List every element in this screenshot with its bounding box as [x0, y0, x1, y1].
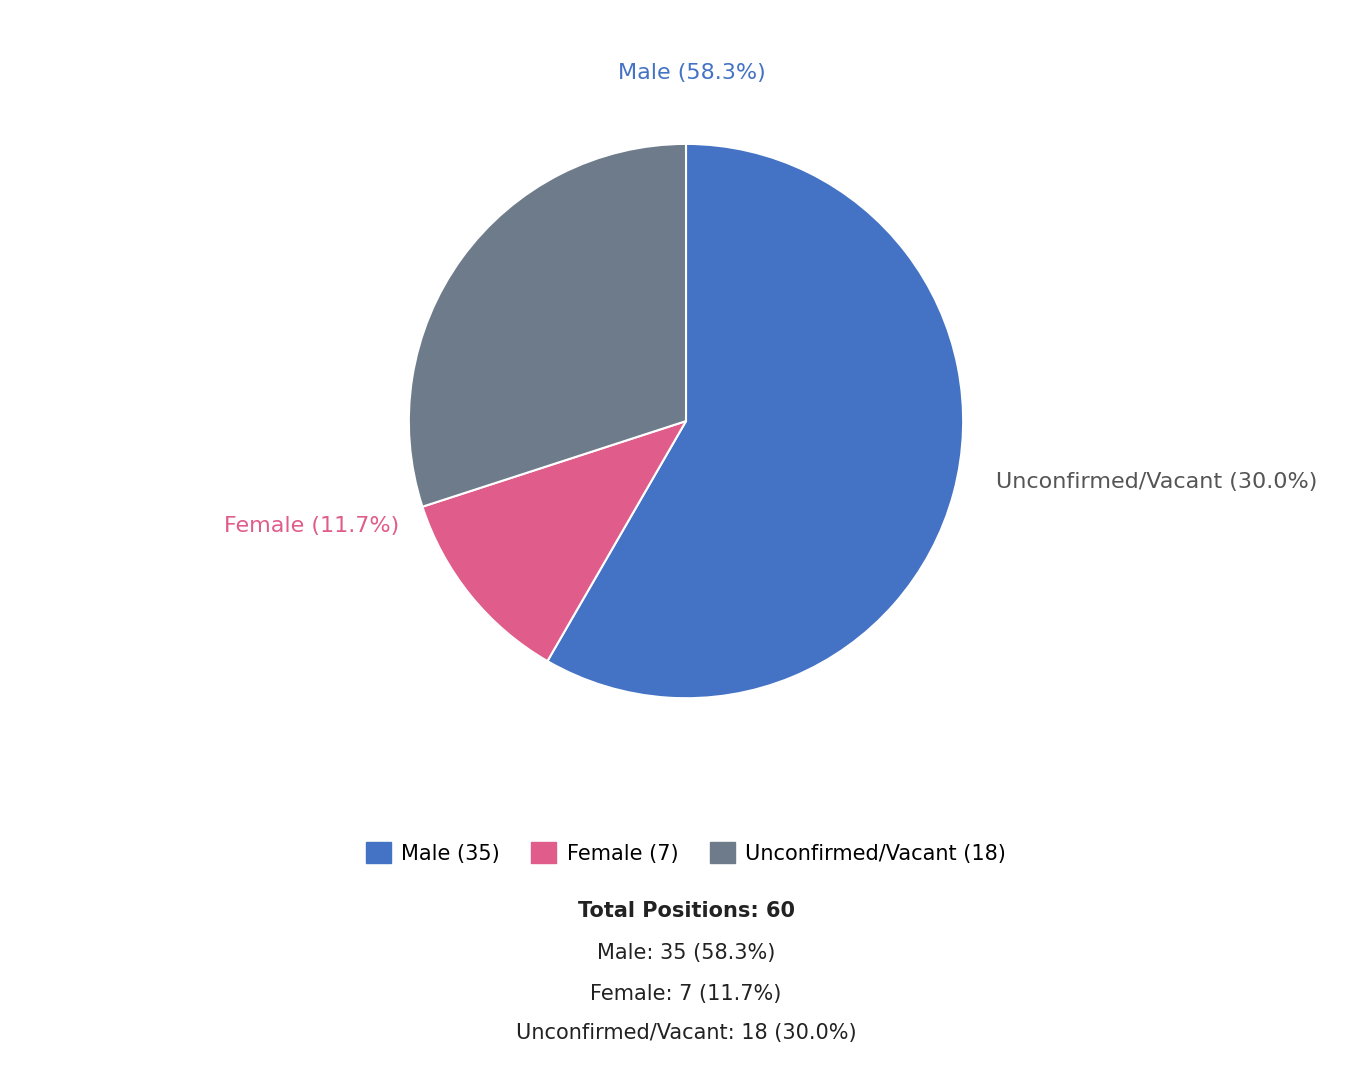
Text: Unconfirmed/Vacant: 18 (30.0%): Unconfirmed/Vacant: 18 (30.0%) — [516, 1023, 856, 1044]
Text: Female (11.7%): Female (11.7%) — [224, 516, 399, 536]
Wedge shape — [547, 144, 963, 698]
Legend: Male (35), Female (7), Unconfirmed/Vacant (18): Male (35), Female (7), Unconfirmed/Vacan… — [366, 842, 1006, 863]
Text: Male (58.3%): Male (58.3%) — [617, 63, 766, 83]
Text: Female: 7 (11.7%): Female: 7 (11.7%) — [590, 984, 782, 1004]
Text: Unconfirmed/Vacant (30.0%): Unconfirmed/Vacant (30.0%) — [996, 472, 1317, 492]
Wedge shape — [423, 421, 686, 661]
Text: Total Positions: 60: Total Positions: 60 — [578, 901, 794, 921]
Text: Male: 35 (58.3%): Male: 35 (58.3%) — [597, 943, 775, 964]
Wedge shape — [409, 144, 686, 506]
